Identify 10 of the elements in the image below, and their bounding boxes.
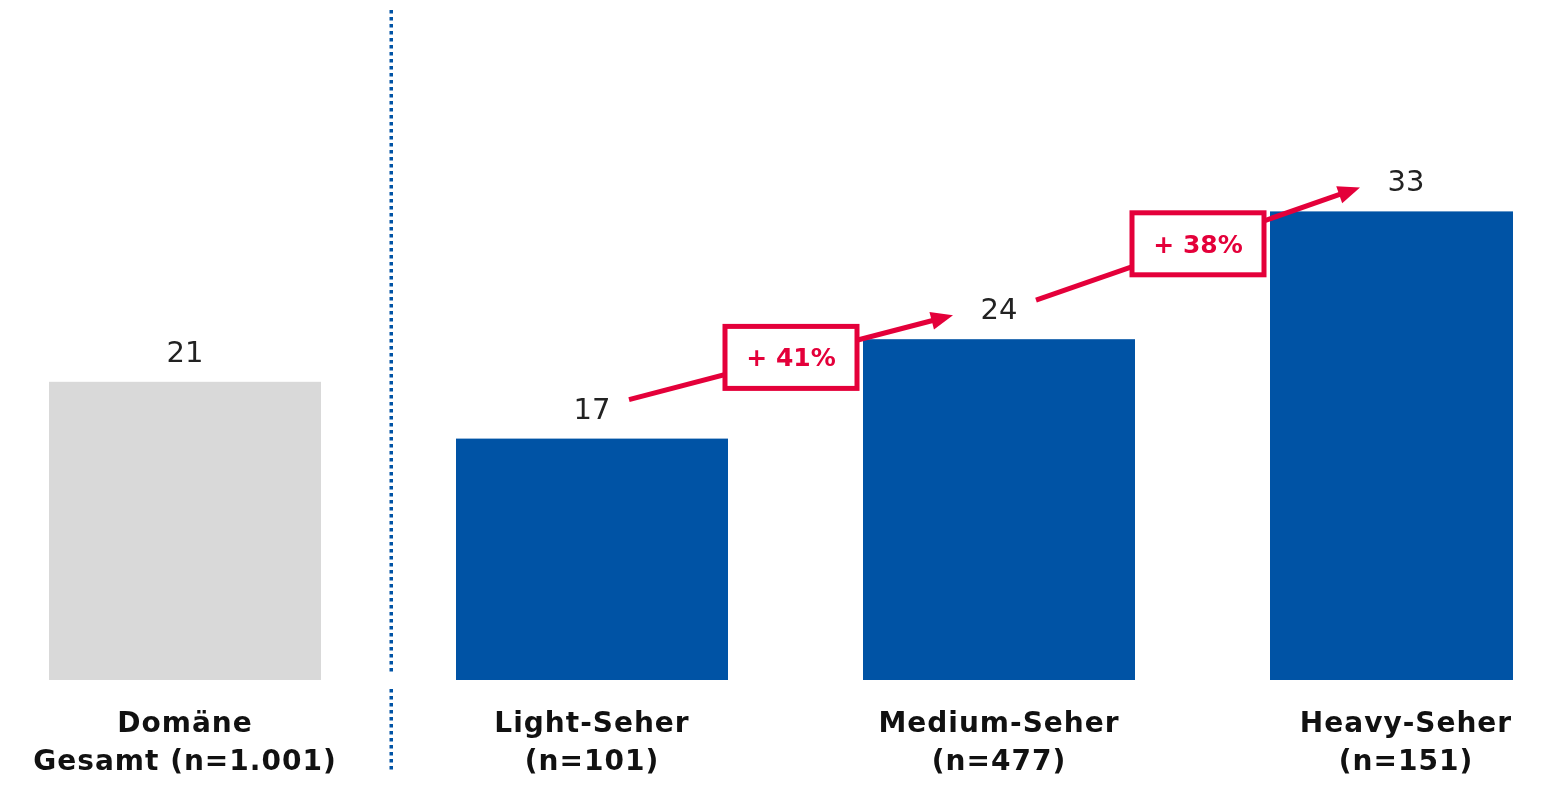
- data-label: 17: [573, 391, 611, 426]
- annotation: + 38%: [1153, 229, 1243, 259]
- data-label: 24: [980, 292, 1018, 327]
- x-tick-label: Heavy-Seher (n=151): [1299, 706, 1513, 777]
- x-tick-label: Domäne Gesamt (n=1.001): [33, 706, 337, 777]
- data-label: 33: [1387, 164, 1425, 199]
- annotation: + 41%: [746, 343, 836, 373]
- x-tick-label: Light-Seher (n=101): [494, 706, 690, 777]
- data-label: 21: [166, 334, 204, 369]
- x-tick-label: Medium-Seher (n=477): [878, 706, 1120, 777]
